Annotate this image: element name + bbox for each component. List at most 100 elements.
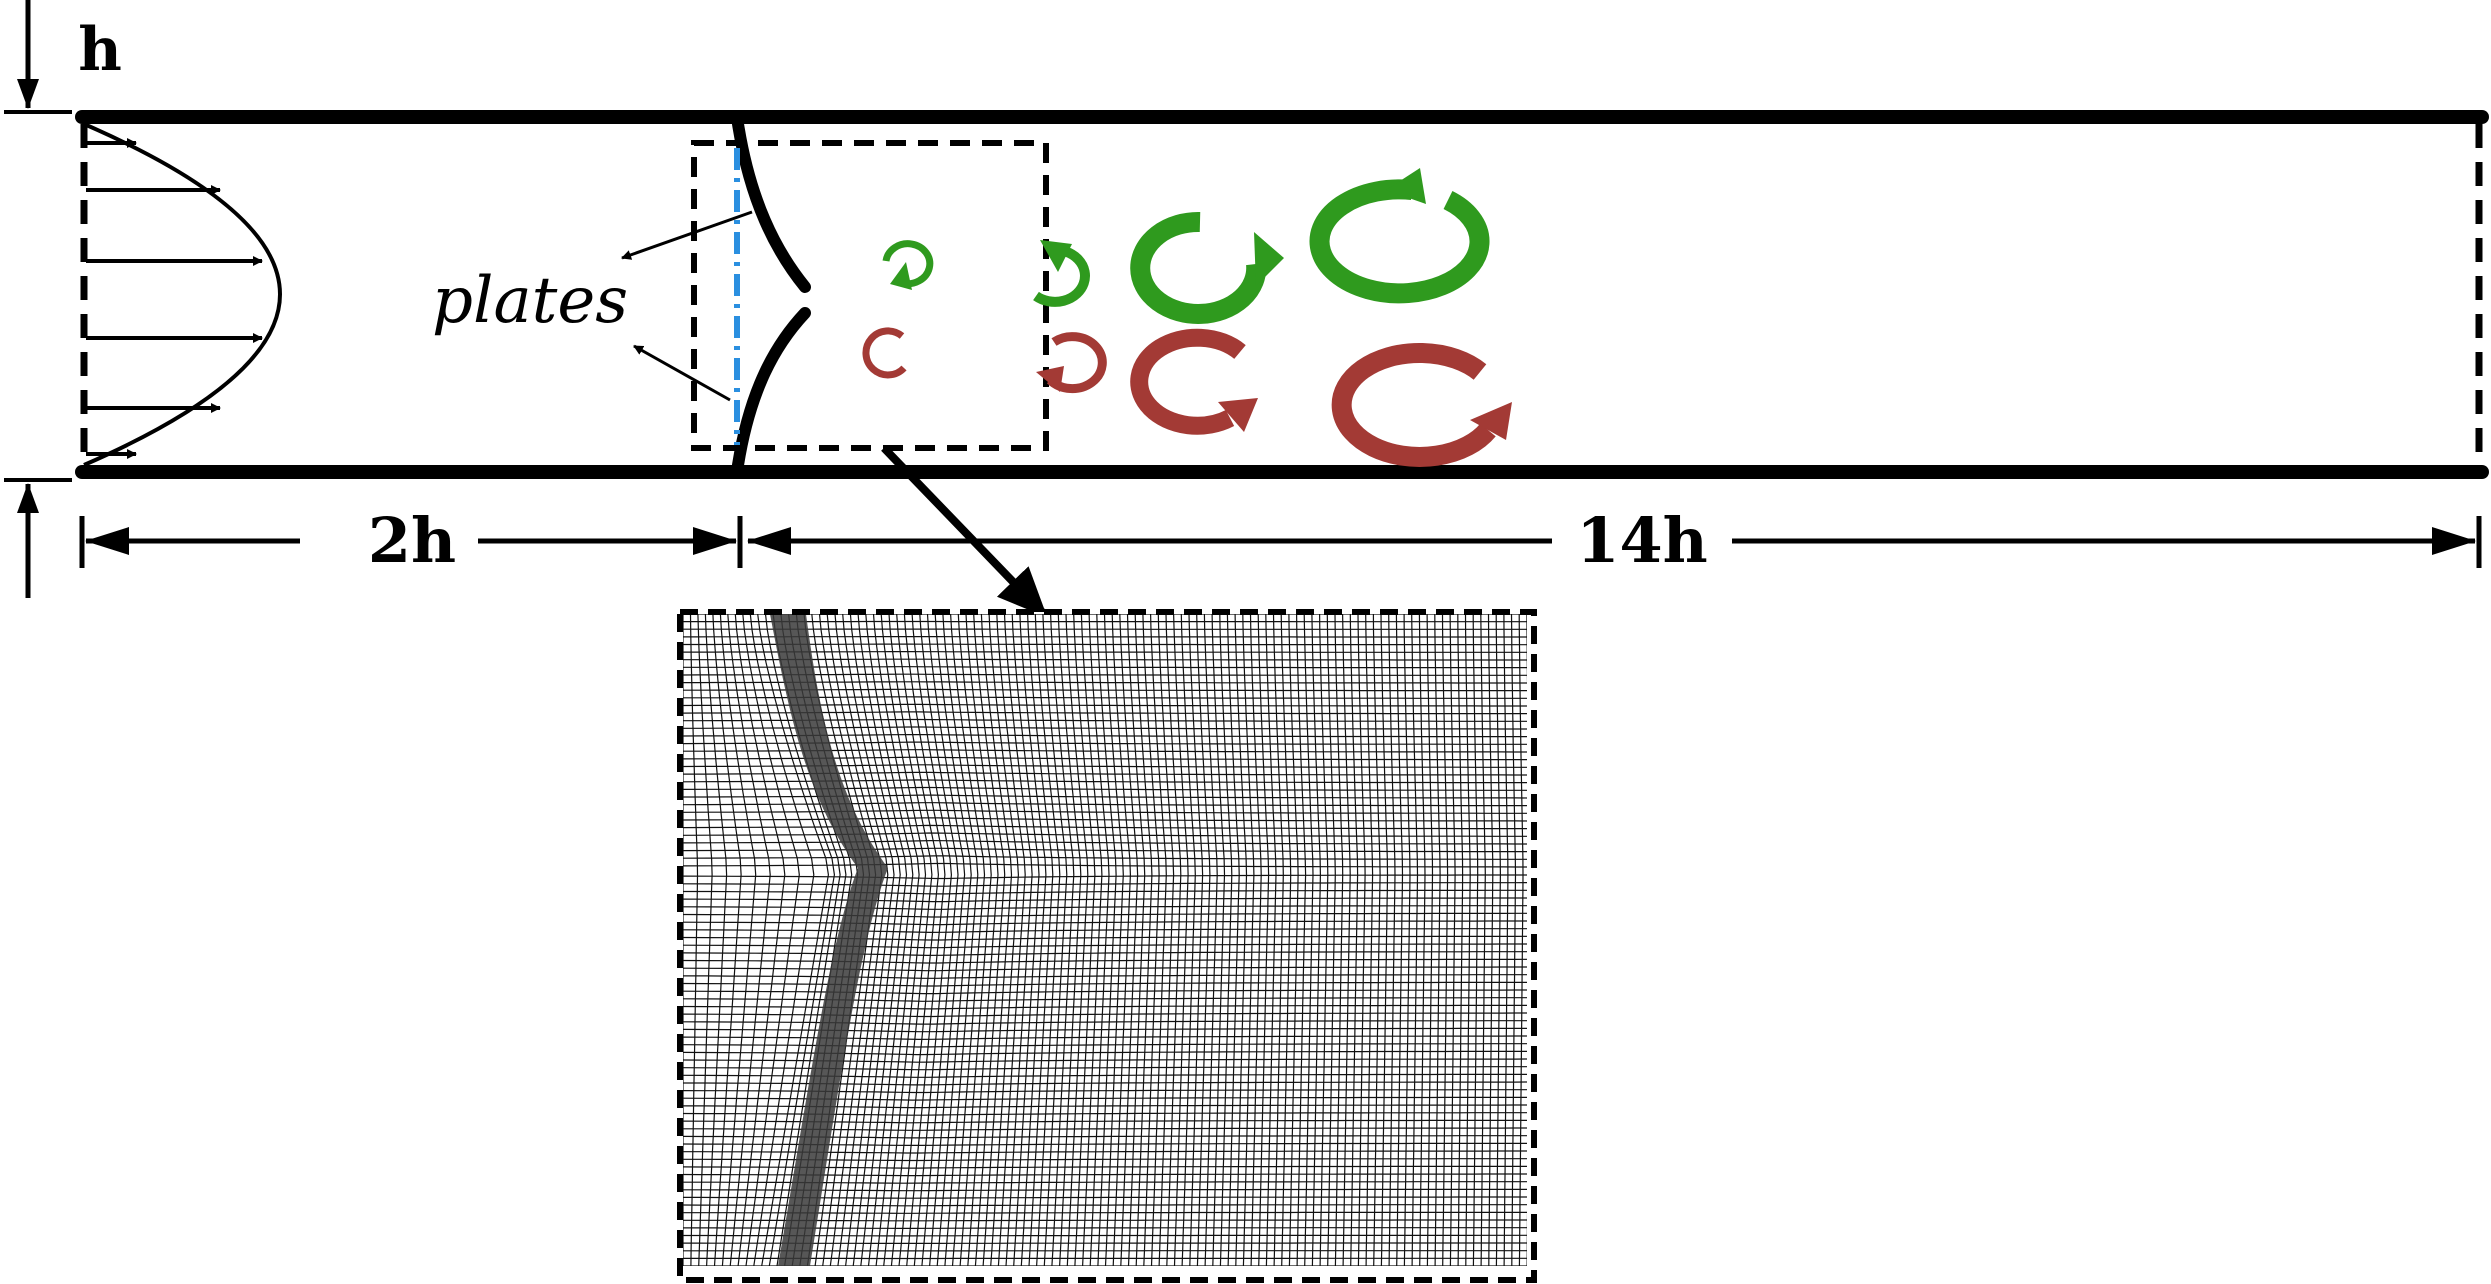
mesh-line-vertical (749, 614, 815, 1266)
mesh-line-vertical (1126, 614, 1146, 1266)
mesh-line-horizontal (683, 1119, 1527, 1124)
mesh-line-horizontal (683, 1004, 1527, 1010)
mesh-line-horizontal (683, 1196, 1527, 1199)
red-vortex-icon (1036, 332, 1107, 394)
mesh-line-vertical (712, 614, 742, 1266)
mesh-line-vertical (1188, 614, 1204, 1266)
mesh-line-vertical (1180, 614, 1196, 1266)
mesh-line-horizontal (683, 741, 1527, 745)
mesh-line-vertical (1150, 614, 1167, 1266)
mesh-line-horizontal (683, 771, 1527, 776)
mesh-line-vertical (1388, 614, 1396, 1266)
mesh-line-vertical (1034, 614, 1061, 1266)
mesh-line-horizontal (683, 809, 1527, 814)
vortex-field (862, 168, 1512, 467)
mesh-line-vertical (965, 614, 999, 1266)
dimension-upstream: 2h (79, 504, 743, 577)
mesh-line-vertical (1457, 614, 1464, 1266)
mesh-line-horizontal (683, 1050, 1527, 1056)
mesh-line-vertical (826, 614, 883, 1266)
mesh-line-horizontal (683, 688, 1527, 692)
mesh-line-vertical (1173, 614, 1189, 1266)
mesh-line-horizontal (683, 1012, 1527, 1018)
red-vortex-icon (862, 327, 907, 379)
mesh-line-horizontal (683, 749, 1527, 753)
mesh-line-vertical (1257, 614, 1270, 1266)
mesh-line-vertical (1311, 614, 1322, 1266)
mesh-line-vertical (1510, 614, 1517, 1266)
mesh-line-horizontal (683, 794, 1527, 799)
mesh-line-horizontal (683, 1043, 1527, 1048)
mesh-line-horizontal (683, 696, 1527, 699)
mesh-line-horizontal (683, 951, 1527, 957)
mesh-line-vertical (1088, 614, 1110, 1266)
mesh-line-vertical (689, 614, 699, 1266)
mesh-line-horizontal (683, 966, 1527, 972)
mesh-line-horizontal (683, 1150, 1527, 1154)
mesh-line-vertical (988, 614, 1020, 1266)
mesh-line-vertical (1418, 614, 1426, 1266)
mesh-line-horizontal (683, 824, 1527, 830)
mesh-line-vertical (1219, 614, 1233, 1266)
mesh-line-vertical (1487, 614, 1494, 1266)
mesh-line-vertical (1165, 614, 1182, 1266)
mesh-line-vertical (1495, 614, 1502, 1266)
mesh-line-vertical (1134, 614, 1153, 1266)
mesh-line-vertical (1342, 614, 1351, 1266)
mesh-line-vertical (1265, 614, 1277, 1266)
mesh-line-vertical (764, 614, 836, 1266)
mesh-plate-refinement-band (770, 614, 888, 1266)
mesh-line-vertical (1249, 614, 1262, 1266)
mesh-line-horizontal (683, 1204, 1527, 1207)
mesh-line-horizontal (683, 997, 1527, 1002)
mesh-line-horizontal (683, 1096, 1527, 1101)
mesh-line-horizontal (683, 1027, 1527, 1033)
mesh-line-horizontal (683, 711, 1527, 715)
mesh-inset (677, 609, 1537, 1283)
green-vortex-icon (1033, 240, 1090, 307)
mesh-line-vertical (834, 614, 889, 1266)
height-label: h (78, 15, 122, 85)
mesh-line-horizontal (683, 703, 1527, 707)
mesh-line-vertical (849, 614, 901, 1266)
mesh-line-horizontal (683, 1135, 1527, 1139)
mesh-line-vertical (1226, 614, 1240, 1266)
mesh-line-vertical (1472, 614, 1479, 1266)
mesh-inset-border (677, 609, 1537, 1283)
mesh-line-vertical (1380, 614, 1389, 1266)
mesh-line-vertical (1073, 614, 1096, 1266)
mesh-line-horizontal (683, 802, 1527, 807)
mesh-line-vertical (1119, 614, 1139, 1266)
mesh-line-horizontal (683, 1227, 1527, 1229)
mesh-line-horizontal (683, 981, 1527, 987)
mesh-line-vertical (742, 614, 800, 1266)
mesh-line-horizontal (683, 1219, 1527, 1222)
mesh-line-vertical (697, 614, 713, 1266)
mesh-line-horizontal (683, 817, 1527, 822)
mesh-line-horizontal (683, 1234, 1527, 1237)
mesh-line-vertical (1441, 614, 1449, 1266)
mesh-line-vertical (1357, 614, 1366, 1266)
mesh-line-vertical (1196, 614, 1211, 1266)
mesh-line-horizontal (683, 734, 1527, 738)
mesh-line-vertical (1464, 614, 1471, 1266)
mesh-line-horizontal (683, 643, 1527, 646)
mesh-line-vertical (1503, 614, 1509, 1266)
mesh-line-horizontal (683, 756, 1527, 761)
mesh-line-vertical (1303, 614, 1314, 1266)
mesh-line-horizontal (683, 920, 1527, 926)
plates-label: plates (432, 264, 628, 338)
mesh-line-vertical (1272, 614, 1284, 1266)
mesh-line-horizontal (683, 1127, 1527, 1131)
mesh-line-horizontal (683, 1173, 1527, 1177)
mesh-line-vertical (1288, 614, 1299, 1266)
mesh-line-horizontal (683, 974, 1527, 979)
mesh-line-horizontal (683, 1089, 1527, 1094)
mesh-line-vertical (1242, 614, 1255, 1266)
mesh-line-horizontal (683, 1066, 1527, 1071)
mesh-line-vertical (1434, 614, 1441, 1266)
mesh-line-horizontal (683, 681, 1527, 684)
mesh-line-vertical (1334, 614, 1344, 1266)
mesh-line-horizontal (683, 666, 1527, 669)
mesh-line-vertical (1395, 614, 1404, 1266)
